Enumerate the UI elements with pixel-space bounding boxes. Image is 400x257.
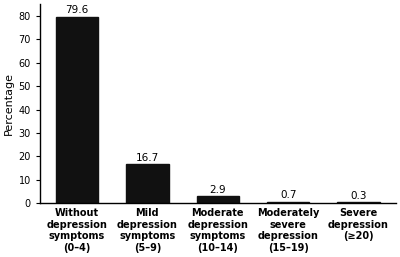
Text: 0.7: 0.7: [280, 190, 296, 200]
Bar: [126, 164, 168, 203]
Text: 79.6: 79.6: [66, 5, 89, 15]
Y-axis label: Percentage: Percentage: [4, 72, 14, 135]
Bar: [56, 17, 98, 203]
Text: 0.3: 0.3: [350, 191, 367, 201]
Text: 2.9: 2.9: [210, 185, 226, 195]
Text: 16.7: 16.7: [136, 153, 159, 163]
Bar: [267, 201, 309, 203]
Bar: [197, 196, 239, 203]
